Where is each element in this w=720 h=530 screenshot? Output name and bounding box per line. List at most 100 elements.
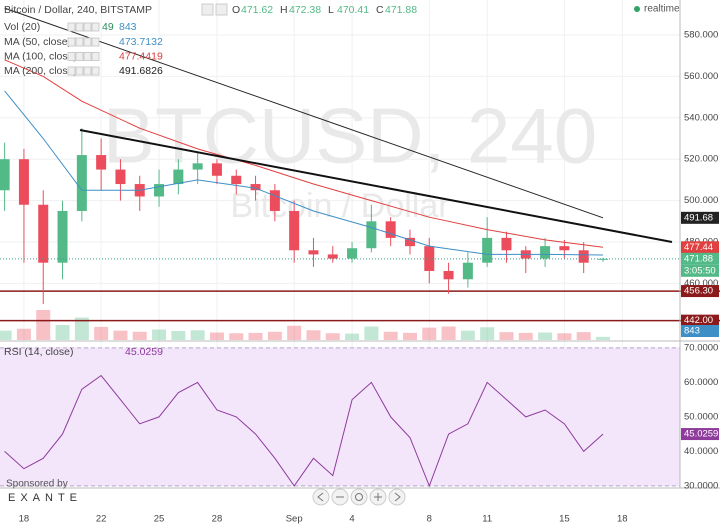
rsi-label-bg	[681, 428, 719, 441]
row-button[interactable]	[67, 66, 76, 76]
ohlc-value: 472.38	[289, 4, 321, 16]
header-buttons	[201, 3, 228, 16]
x-tick-label: 11	[482, 514, 492, 525]
ma-title: MA (200, close)	[4, 65, 77, 77]
ohlc-value: 470.41	[337, 4, 369, 16]
row-button[interactable]	[91, 22, 100, 32]
volume-bar	[518, 332, 533, 340]
candle-body	[327, 254, 338, 259]
rsi-tick-label: 30.0000	[684, 480, 718, 491]
moving-average	[4, 59, 604, 248]
volume-last: 843	[119, 21, 137, 33]
volume-bar	[0, 330, 12, 340]
volume-bar	[171, 331, 186, 340]
level-label: 456.30	[684, 286, 713, 297]
candle-body	[289, 210, 300, 251]
row-button[interactable]	[67, 52, 76, 61]
y-tick-label: 580.000	[684, 30, 718, 41]
volume-bar	[460, 330, 475, 340]
trendline	[79, 129, 673, 243]
rsi-label: 45.0259	[684, 429, 718, 440]
nav-button[interactable]	[350, 488, 368, 506]
rsi-tick-label: 50.0000	[684, 411, 718, 422]
row-button[interactable]	[91, 52, 100, 61]
x-tick-label: 4	[349, 514, 354, 525]
sponsor-name: EXANTE	[8, 492, 82, 504]
candle-body	[269, 190, 280, 211]
row-button[interactable]	[83, 37, 92, 47]
row-button[interactable]	[83, 66, 92, 76]
countdown-label-bg	[681, 264, 719, 277]
navigation	[312, 488, 406, 506]
candle-body	[578, 250, 589, 263]
x-tick-label: 22	[96, 514, 107, 525]
row-button[interactable]	[67, 22, 76, 32]
rsi-band	[0, 347, 680, 487]
volume-bar	[287, 325, 302, 340]
watermark: BTCUSD, 240	[103, 92, 597, 180]
volume-bar	[306, 330, 321, 340]
row-button[interactable]	[91, 37, 100, 47]
nav-button[interactable]	[312, 488, 330, 506]
candle-body	[154, 184, 165, 197]
level-label-bg	[681, 314, 719, 327]
candle-body	[385, 221, 396, 238]
volume-bar	[94, 326, 109, 340]
row-button[interactable]	[75, 66, 84, 76]
header-button[interactable]	[215, 3, 228, 16]
row-button[interactable]	[91, 66, 100, 76]
plot	[0, 7, 720, 488]
candle-body	[173, 169, 184, 185]
ohlc-value: 471.88	[385, 4, 417, 16]
x-tick-label: 15	[559, 514, 570, 525]
volume-ma: 49	[102, 21, 114, 33]
volume-bar	[209, 332, 224, 340]
ohlc-value: 471.62	[241, 4, 273, 16]
header-button[interactable]	[201, 3, 214, 16]
ma-value: 477.4419	[119, 50, 163, 62]
sponsor: Sponsored by	[6, 479, 68, 490]
y-tick-label: 520.000	[684, 154, 718, 165]
x-tick-label: 18	[19, 514, 30, 525]
row-button[interactable]	[83, 52, 92, 61]
x-tick-label: Sep	[286, 514, 303, 525]
candle-body	[559, 246, 570, 251]
x-tick-label: 28	[212, 514, 223, 525]
volume-bar	[422, 327, 437, 340]
volume-bar	[576, 332, 591, 340]
y-tick-label: 540.000	[684, 112, 718, 123]
moving-average	[4, 90, 604, 256]
y-tick-label: 460.000	[684, 278, 718, 289]
ma-price-label-bg	[681, 241, 719, 254]
ma-price-label: 477.44	[684, 242, 713, 253]
ma-price-label-bg	[681, 211, 719, 224]
row-button[interactable]	[67, 37, 76, 47]
nav-icon	[355, 493, 363, 501]
row-button[interactable]	[83, 22, 92, 32]
candle-body	[18, 159, 29, 205]
candle-body	[231, 175, 242, 185]
volume-bar	[345, 333, 360, 340]
nav-icon	[317, 492, 324, 502]
row-button[interactable]	[75, 52, 84, 61]
volume-bar	[132, 331, 147, 340]
last-price-label-bg	[681, 252, 719, 265]
status-dot	[634, 6, 640, 12]
nav-icon	[394, 492, 401, 502]
level-label: 442.00	[684, 315, 713, 326]
y-tick-label: 500.000	[684, 195, 718, 206]
volume-label-bg	[681, 325, 719, 337]
ma-price-label: 491.68	[684, 212, 713, 223]
volume-bar	[480, 327, 495, 340]
last-price-label: 471.88	[684, 253, 713, 264]
volume-bar	[248, 332, 263, 340]
volume-bar	[557, 333, 572, 340]
candle-body	[347, 248, 358, 259]
candle-body	[597, 258, 608, 260]
row-button[interactable]	[75, 37, 84, 47]
candle-body	[115, 169, 126, 185]
nav-button[interactable]	[388, 488, 406, 506]
row-button[interactable]	[75, 22, 84, 32]
ohlc-key: H	[280, 4, 288, 16]
